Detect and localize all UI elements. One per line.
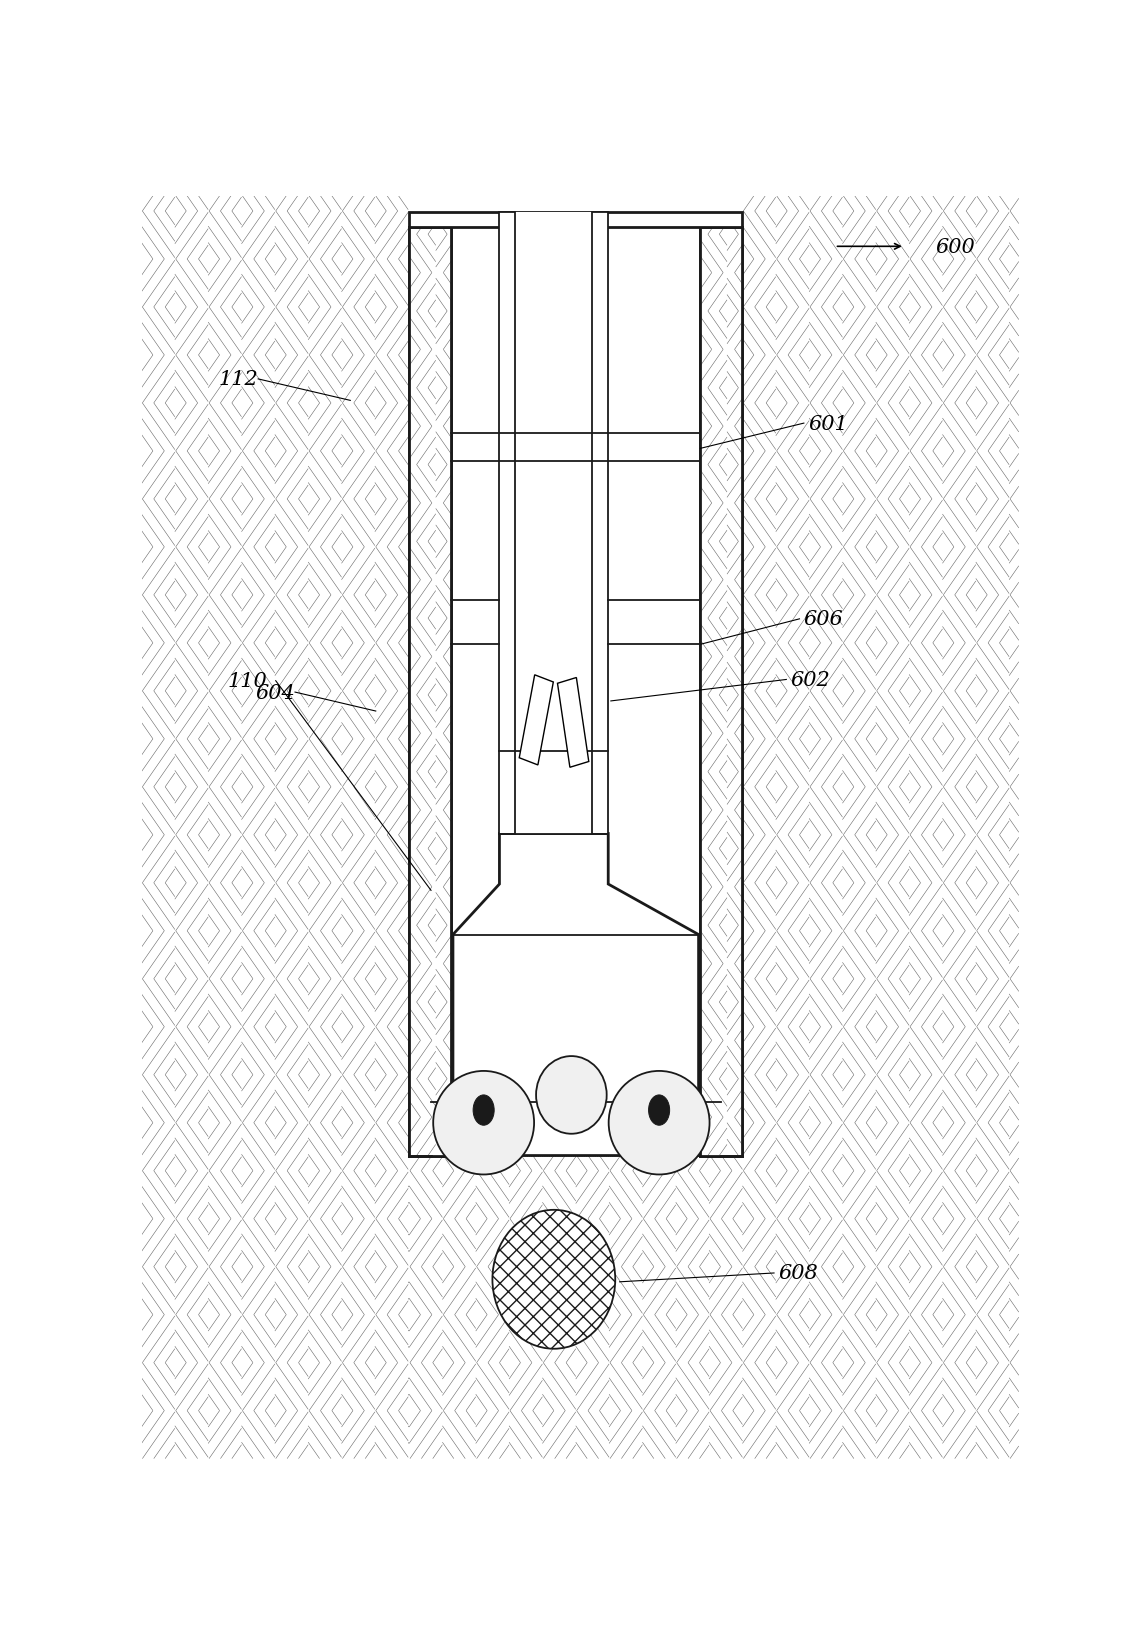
Bar [701, 228, 743, 1155]
Ellipse shape [537, 1057, 607, 1134]
Bar [515, 213, 592, 834]
Bar [409, 228, 452, 1155]
Polygon shape [520, 675, 554, 765]
Bar [743, 197, 1019, 1459]
Text: 606: 606 [804, 610, 843, 629]
Text: 608: 608 [779, 1264, 818, 1283]
Bar [409, 228, 743, 1155]
Ellipse shape [492, 1210, 616, 1349]
Polygon shape [557, 679, 589, 767]
Circle shape [649, 1095, 670, 1126]
Ellipse shape [609, 1072, 710, 1175]
Bar [592, 213, 608, 834]
Text: 600: 600 [935, 238, 975, 257]
Bar [142, 197, 409, 1459]
Polygon shape [431, 834, 721, 1155]
Circle shape [473, 1095, 495, 1126]
Bar [409, 1155, 743, 1459]
Ellipse shape [434, 1072, 534, 1175]
Text: 601: 601 [808, 415, 848, 433]
Text: 112: 112 [218, 370, 258, 388]
Text: 604: 604 [256, 683, 295, 701]
Bar [409, 213, 743, 228]
Bar [701, 228, 743, 1155]
Text: 110: 110 [228, 672, 267, 690]
Bar [409, 228, 452, 1155]
Bar [701, 228, 743, 1155]
Bar [499, 213, 515, 834]
Text: 602: 602 [790, 670, 831, 690]
Bar [409, 228, 452, 1155]
